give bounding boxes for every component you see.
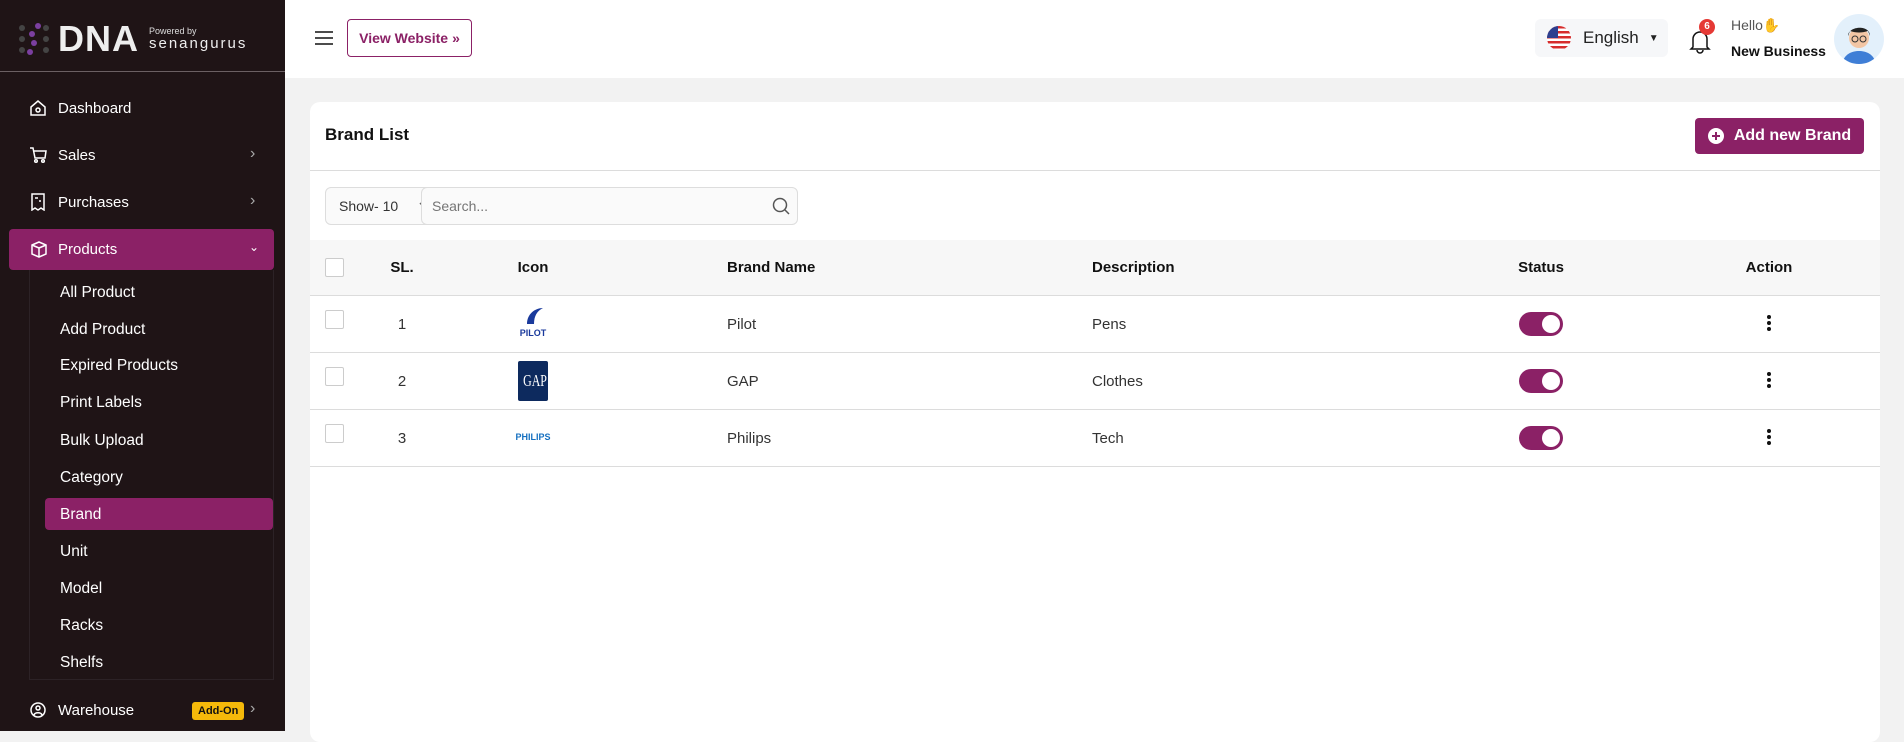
submenu-model[interactable]: Model [60,580,103,597]
search-icon[interactable] [772,197,790,215]
col-description: Description [1092,259,1175,276]
submenu-category[interactable]: Category [60,469,123,486]
avatar[interactable] [1834,14,1884,64]
notification-badge: 6 [1699,19,1715,35]
sidebar-item-warehouse[interactable]: Warehouse [28,698,134,722]
us-flag-icon [1547,26,1571,50]
sidebar-label: Purchases [58,193,129,211]
row-description: Clothes [1092,373,1143,390]
row-checkbox[interactable] [325,310,344,329]
sidebar-item-dashboard[interactable]: Dashboard [28,96,131,120]
receipt-icon [28,192,48,212]
more-vertical-icon[interactable] [1767,372,1771,390]
dna-logo-icon [19,23,49,55]
table-header [310,240,1880,295]
row-brand-name: Philips [727,430,772,447]
status-toggle[interactable] [1519,312,1563,336]
col-action: Action [1745,259,1793,276]
divider [310,170,1880,171]
box-icon [28,239,48,259]
chevron-right-icon: › [250,192,256,209]
divider [310,295,1880,296]
col-sl: SL. [390,259,414,276]
submenu-shelfs[interactable]: Shelfs [60,654,104,671]
addon-badge: Add-On [192,702,245,720]
show-label: Show- 10 [339,198,399,214]
sidebar-label: Products [58,240,118,258]
warehouse-icon [28,700,48,720]
submenu-all-product[interactable]: All Product [60,284,135,301]
row-description: Tech [1092,430,1124,447]
hamburger-menu-icon[interactable] [315,30,333,51]
select-all-checkbox[interactable] [325,258,344,277]
submenu-racks[interactable]: Racks [60,617,104,634]
submenu-brand[interactable]: Brand [60,506,102,523]
submenu-add-product[interactable]: Add Product [60,321,146,338]
row-brand-name: GAP [727,373,759,390]
more-vertical-icon[interactable] [1767,429,1771,447]
company-name: senangurus [149,34,248,52]
greeting: Hello [1731,17,1763,33]
philips-logo: PHILIPS [515,432,551,442]
submenu [29,270,274,680]
row-sl: 1 [397,316,407,333]
products-active-bg [9,229,274,270]
divider [0,71,285,72]
sidebar-item-purchases[interactable]: Purchases [28,190,129,214]
col-status: Status [1518,259,1564,276]
language-selector[interactable]: English ▼ [1535,19,1668,57]
submenu-unit[interactable]: Unit [60,543,88,560]
gap-logo: GAP [518,361,548,401]
row-brand-name: Pilot [727,316,757,333]
home-icon [28,98,48,118]
sidebar-label: Warehouse [58,701,135,719]
divider [310,352,1880,353]
page-title: Brand List [325,125,410,144]
logo[interactable]: DNA Powered by senangurus [18,18,247,60]
search-input[interactable] [432,198,732,214]
search-box[interactable] [421,187,798,225]
divider [310,409,1880,410]
col-icon: Icon [517,259,549,276]
caret-down-icon: ▼ [1648,32,1659,44]
sidebar-item-sales[interactable]: Sales [28,143,96,167]
sidebar-item-products[interactable]: Products [28,237,117,261]
add-button-label: Add new Brand [1733,127,1852,144]
divider [310,466,1880,467]
chevron-right-icon: › [250,145,256,162]
pilot-logo: PILOT [515,306,551,338]
status-toggle[interactable] [1519,426,1563,450]
brand-name: DNA [58,18,139,59]
sidebar-label: Dashboard [58,99,132,117]
status-toggle[interactable] [1519,369,1563,393]
cart-icon [28,145,48,165]
double-chevron-right-icon: » [452,30,460,46]
row-sl: 2 [397,373,407,390]
plus-circle-icon [1707,128,1724,144]
view-website-label: View Website [359,30,449,46]
submenu-print-labels[interactable]: Print Labels [60,394,142,411]
submenu-expired-products[interactable]: Expired Products [60,357,179,374]
row-description: Pens [1092,316,1127,333]
powered-by: Powered by [149,25,197,36]
col-brand-name: Brand Name [727,259,816,276]
sidebar: DNA Powered by senangurus Dashboard Sales… [0,0,285,731]
submenu-bulk-upload[interactable]: Bulk Upload [60,432,144,449]
chevron-right-icon: › [250,700,256,717]
sidebar-label: Sales [58,146,96,164]
row-sl: 3 [397,430,407,447]
view-website-button[interactable]: View Website» [347,19,472,57]
wave-icon: ✋ [1762,17,1781,33]
language-label: English [1583,28,1639,47]
user-name: New Business [1731,43,1826,59]
row-checkbox[interactable] [325,367,344,386]
more-vertical-icon[interactable] [1767,315,1771,333]
add-new-brand-button[interactable]: Add new Brand [1695,118,1864,154]
chevron-down-icon: ⌄ [249,240,260,254]
row-checkbox[interactable] [325,424,344,443]
brand-active-bg [45,498,273,530]
